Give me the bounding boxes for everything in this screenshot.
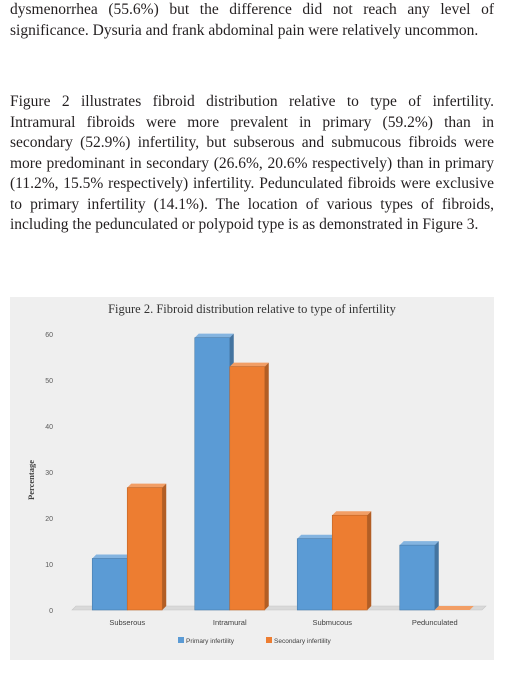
bar-side-face	[434, 541, 439, 610]
y-tick-label: 40	[45, 424, 53, 431]
x-category-label: Pedunculated	[412, 618, 458, 627]
legend-entry: Secondary infertility	[274, 638, 331, 645]
legend-swatch	[178, 637, 184, 643]
y-tick-label: 50	[45, 378, 53, 385]
bar-primary-infertility	[91, 558, 128, 611]
y-axis-label: Percentage	[26, 460, 36, 500]
bar-side-face	[162, 483, 167, 610]
y-tick-label: 0	[49, 608, 53, 615]
y-tick-label: 60	[45, 332, 53, 339]
y-tick-label: 30	[45, 470, 53, 477]
bar-top-face	[194, 333, 234, 338]
y-tick-label: 10	[45, 562, 53, 569]
bar-chart-svg: 0 10 20 30 40 50 60 Percentage Subserous Intramur…	[26, 332, 487, 645]
x-category-label: Intramural	[213, 618, 247, 627]
bar-secondary-infertility	[331, 514, 368, 611]
figure-2-chart: Figure 2. Fibroid distribution relative …	[10, 297, 494, 660]
bar-primary-infertility	[399, 544, 436, 611]
x-category-label: Submucous	[312, 618, 352, 627]
bar-secondary-infertility	[229, 366, 266, 611]
bar-top-face	[297, 534, 337, 539]
y-tick-label: 20	[45, 516, 53, 523]
bar-top-face	[399, 541, 439, 546]
bar-secondary-infertility	[126, 487, 163, 611]
bar-side-face	[367, 511, 372, 610]
bar-top-face	[127, 483, 167, 488]
body-paragraph-figure-description: Figure 2 illustrates fibroid distributio…	[10, 93, 494, 233]
bar-top-face	[92, 554, 132, 559]
legend-entry: Primary infertility	[186, 638, 235, 645]
bar-top-face	[229, 362, 269, 367]
bar-top-face	[332, 511, 372, 516]
legend-swatch	[266, 637, 272, 643]
bar-primary-infertility	[296, 538, 333, 611]
bar-side-face	[264, 362, 269, 610]
chart-title: Figure 2. Fibroid distribution relative …	[108, 302, 396, 316]
x-category-label: Subserous	[109, 618, 145, 627]
bar-top-face	[434, 606, 474, 610]
body-paragraph: dysmenorrhea (55.6%) but the difference …	[10, 1, 494, 39]
bar-primary-infertility	[194, 337, 231, 611]
